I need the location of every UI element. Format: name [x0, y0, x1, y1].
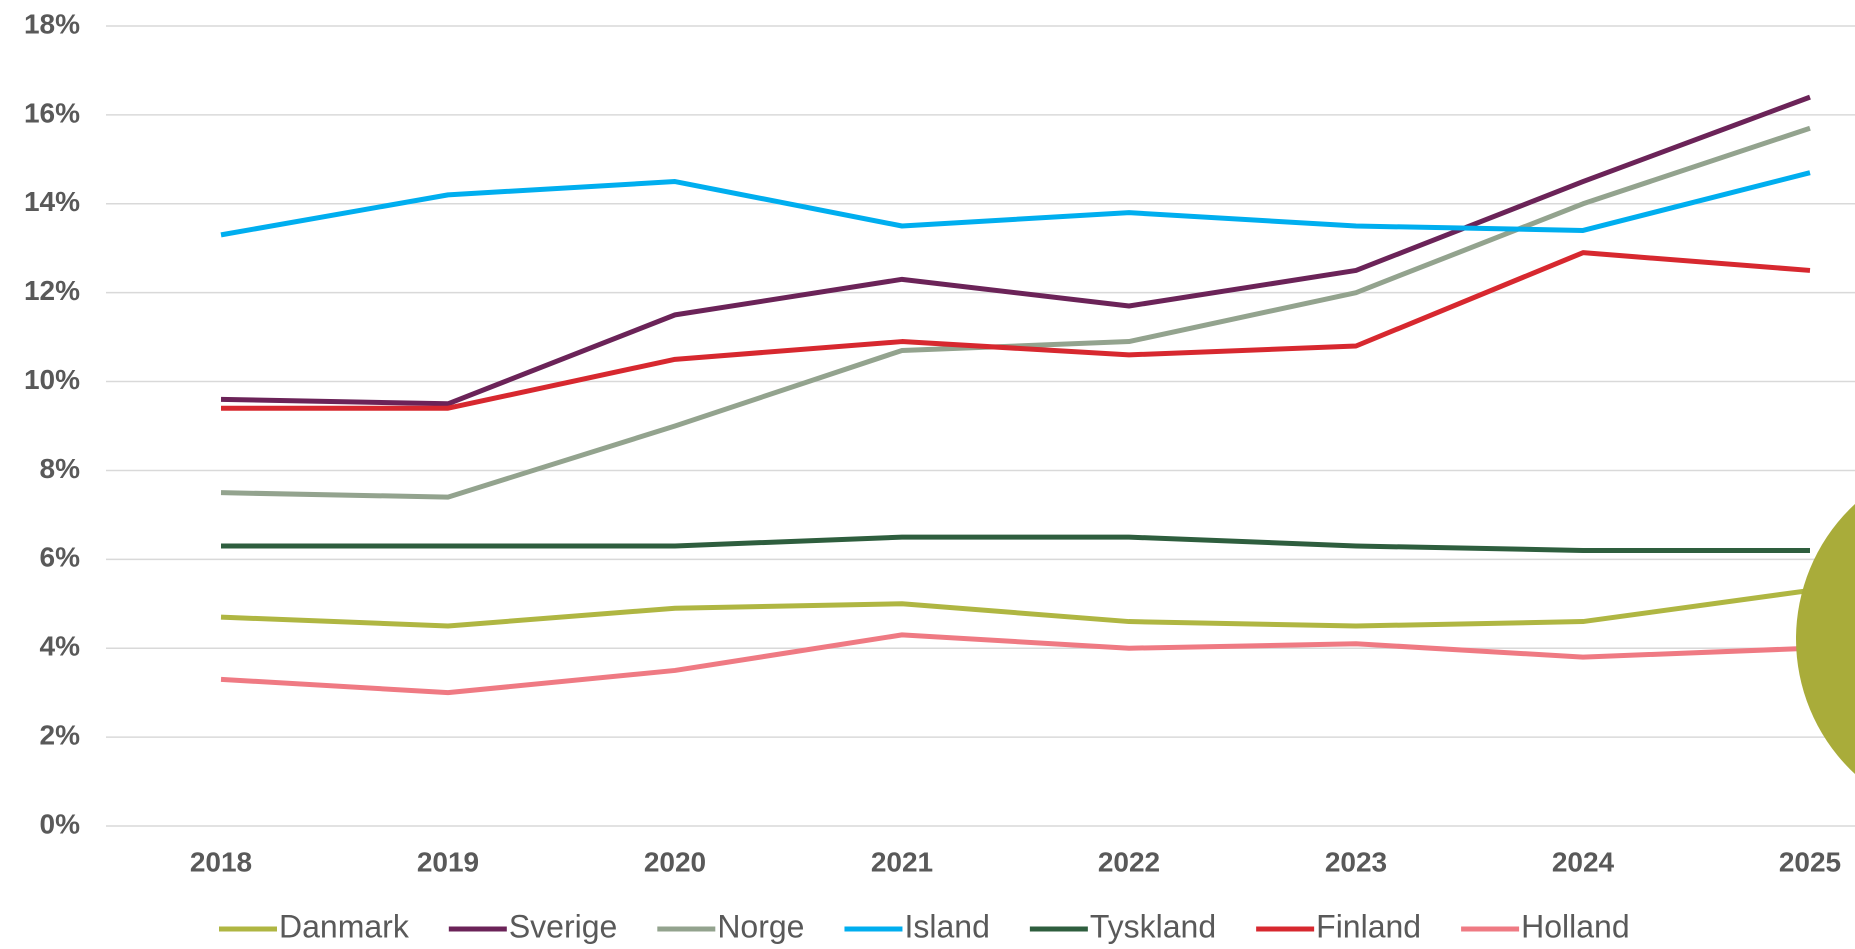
legend-label: Finland	[1316, 908, 1421, 944]
x-tick-label: 2021	[871, 846, 933, 877]
series-line	[220, 94, 1811, 407]
legend-label: Island	[904, 908, 989, 944]
series-line	[221, 250, 1811, 411]
decoration-circle	[1796, 504, 1855, 774]
x-tick-label: 2022	[1098, 846, 1160, 877]
y-tick-label: 0%	[40, 808, 81, 839]
x-tick-label: 2019	[417, 846, 479, 877]
legend-label: Sverige	[509, 908, 618, 944]
series-line	[221, 534, 1810, 553]
y-tick-label: 16%	[24, 97, 80, 128]
legend-label: Danmark	[279, 908, 410, 944]
x-tick-label: 2020	[644, 846, 706, 877]
x-tick-label: 2025	[1779, 846, 1841, 877]
y-tick-label: 12%	[24, 275, 80, 306]
legend-label: Tyskland	[1090, 908, 1216, 944]
y-tick-label: 10%	[24, 364, 80, 395]
series-line	[220, 587, 1811, 629]
y-tick-label: 6%	[40, 542, 81, 573]
legend-label: Holland	[1521, 908, 1630, 944]
y-tick-label: 4%	[40, 631, 81, 662]
x-tick-label: 2023	[1325, 846, 1387, 877]
labels: 0% 2% 4% 6% 8% 10% 12% 14% 16% 18% 2018 2019 2020 202…	[24, 8, 1841, 877]
x-tick-label: 2024	[1552, 846, 1615, 877]
y-tick-label: 8%	[40, 453, 81, 484]
series-line	[220, 632, 1811, 696]
y-tick-label: 18%	[24, 8, 80, 39]
series-line	[220, 170, 1811, 238]
y-tick-label: 14%	[24, 186, 80, 217]
lines	[220, 94, 1811, 696]
y-tick-label: 2%	[40, 720, 81, 751]
grid	[106, 25, 1855, 827]
legend: Danmark Sverige Norge Island Tyskland Finland…	[219, 908, 1630, 944]
x-tick-label: 2018	[190, 846, 252, 877]
legend-label: Norge	[717, 908, 804, 944]
